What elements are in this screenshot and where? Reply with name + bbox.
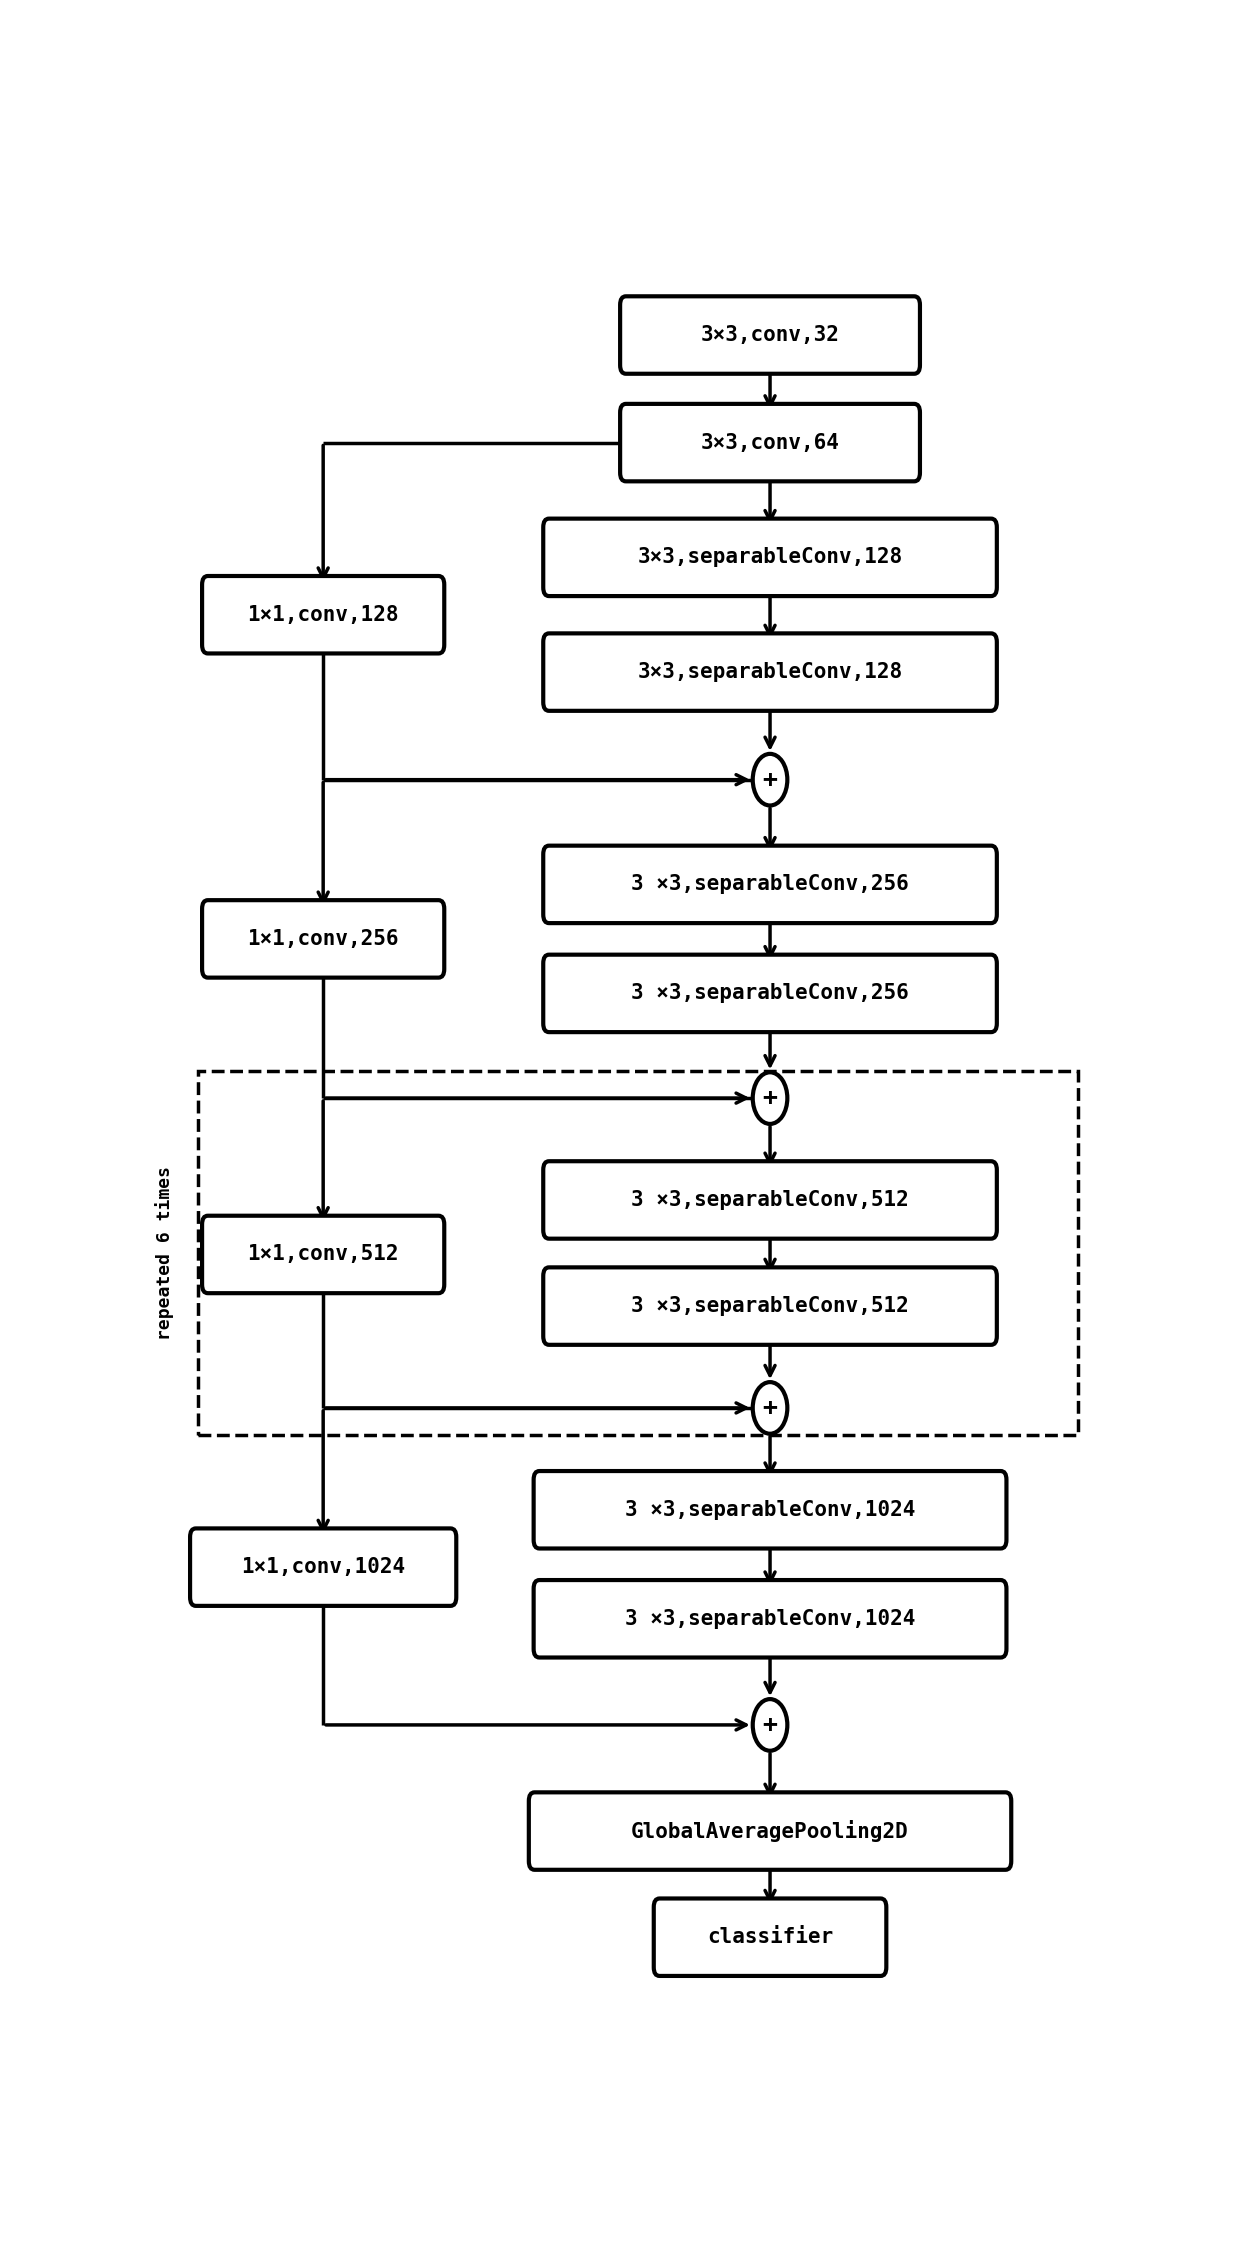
FancyBboxPatch shape — [620, 403, 920, 482]
Text: 3×3,conv,32: 3×3,conv,32 — [701, 325, 839, 345]
Text: 3 ×3,separableConv,512: 3 ×3,separableConv,512 — [631, 1190, 909, 1210]
Text: 3 ×3,separableConv,256: 3 ×3,separableConv,256 — [631, 875, 909, 895]
Text: +: + — [763, 769, 777, 791]
Text: 1×1,conv,512: 1×1,conv,512 — [248, 1244, 399, 1264]
FancyBboxPatch shape — [202, 577, 444, 654]
FancyBboxPatch shape — [543, 633, 997, 710]
Text: +: + — [763, 1713, 777, 1738]
FancyBboxPatch shape — [543, 845, 997, 924]
FancyBboxPatch shape — [543, 1267, 997, 1346]
Text: 1×1,conv,128: 1×1,conv,128 — [248, 604, 399, 624]
FancyBboxPatch shape — [202, 899, 444, 978]
Text: 3 ×3,separableConv,1024: 3 ×3,separableConv,1024 — [625, 1499, 915, 1519]
Text: 3 ×3,separableConv,256: 3 ×3,separableConv,256 — [631, 983, 909, 1003]
FancyBboxPatch shape — [528, 1792, 1012, 1871]
FancyBboxPatch shape — [190, 1528, 456, 1605]
Text: 3×3,conv,64: 3×3,conv,64 — [701, 433, 839, 453]
Text: repeated 6 times: repeated 6 times — [155, 1165, 174, 1341]
Text: +: + — [763, 1395, 777, 1420]
Text: 1×1,conv,1024: 1×1,conv,1024 — [241, 1558, 405, 1578]
FancyBboxPatch shape — [620, 295, 920, 374]
Text: 3×3,separableConv,128: 3×3,separableConv,128 — [637, 548, 903, 568]
FancyBboxPatch shape — [543, 1161, 997, 1240]
FancyBboxPatch shape — [653, 1898, 887, 1977]
FancyBboxPatch shape — [543, 518, 997, 595]
Circle shape — [753, 1700, 787, 1751]
Circle shape — [753, 753, 787, 805]
Text: classifier: classifier — [707, 1927, 833, 1947]
Circle shape — [753, 1073, 787, 1125]
Text: 3 ×3,separableConv,512: 3 ×3,separableConv,512 — [631, 1296, 909, 1316]
Text: 1×1,conv,256: 1×1,conv,256 — [248, 929, 399, 949]
FancyBboxPatch shape — [533, 1580, 1007, 1657]
FancyBboxPatch shape — [533, 1472, 1007, 1548]
Circle shape — [753, 1382, 787, 1434]
Text: 3×3,separableConv,128: 3×3,separableConv,128 — [637, 663, 903, 683]
FancyBboxPatch shape — [543, 956, 997, 1032]
Bar — [198, 1071, 1078, 1436]
Text: 3 ×3,separableConv,1024: 3 ×3,separableConv,1024 — [625, 1609, 915, 1630]
Text: GlobalAveragePooling2D: GlobalAveragePooling2D — [631, 1819, 909, 1842]
FancyBboxPatch shape — [202, 1215, 444, 1294]
Text: +: + — [763, 1086, 777, 1111]
